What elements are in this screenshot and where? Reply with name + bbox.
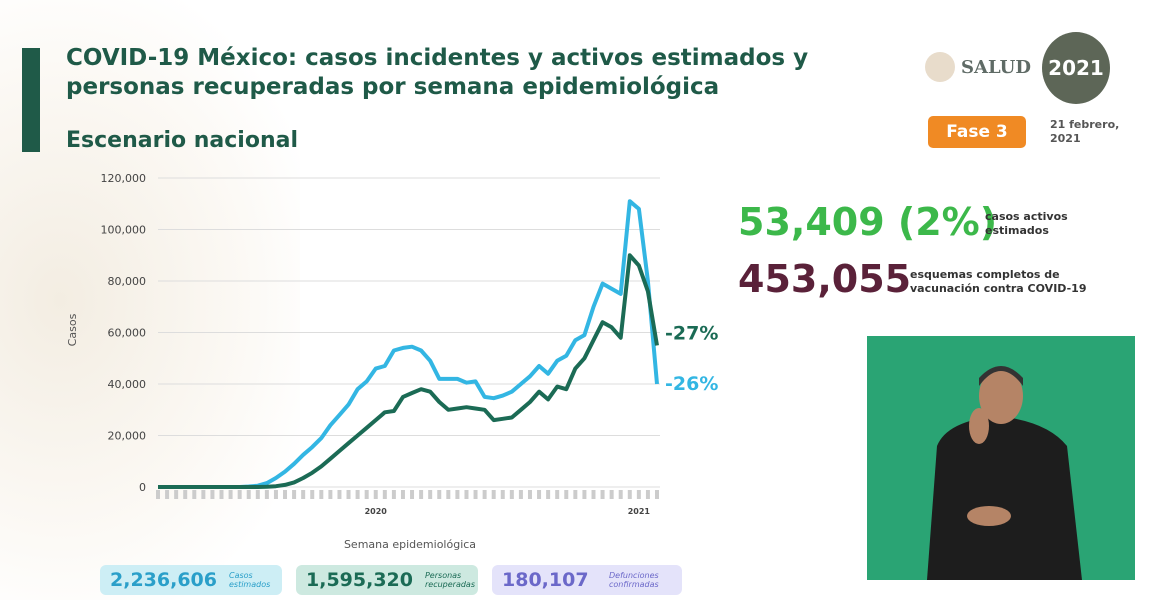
salud-logo: SALUD [925, 52, 1031, 82]
x-axis-title: Semana epidemiológica [344, 538, 476, 551]
card-label: Defunciones confirmadas [609, 571, 659, 589]
title-line-2: personas recuperadas por semana epidemio… [66, 74, 720, 100]
y-axis-title: Casos [66, 313, 79, 346]
seal-icon [925, 52, 955, 82]
y-tick-label: 60,000 [108, 327, 147, 340]
background-pattern [0, 0, 300, 600]
line-chart: 0 20,000 40,000 60,000 80,000 100,000 120,000 2… [66, 172, 718, 551]
y-tick-label: 120,000 [101, 172, 147, 185]
card-value: 2,236,606 [110, 569, 217, 591]
year-2021-logo: 2021 [1042, 32, 1110, 104]
y-tick-label: 20,000 [108, 430, 147, 443]
series-change-label: -26% [665, 373, 718, 395]
card-label: Casos estimados [228, 571, 271, 589]
series-line-0 [158, 199, 659, 489]
series-change-label: -27% [665, 322, 718, 344]
series-line-1 [158, 253, 659, 489]
sign-language-video [867, 336, 1135, 580]
phase-badge: Fase 3 [928, 116, 1026, 148]
active-cases-value: 53,409 (2%) [738, 200, 998, 244]
y-tick-label: 100,000 [101, 224, 147, 237]
x-year-label: 2021 [628, 507, 651, 516]
page-title: COVID-19 México: casos incidentes y acti… [66, 44, 808, 102]
title-line-1: COVID-19 México: casos incidentes y acti… [66, 45, 809, 71]
y-tick-label: 80,000 [108, 275, 147, 288]
interpreter-figure [927, 366, 1082, 580]
card-recovered: 1,595,320 Personas recuperadas [296, 565, 478, 595]
title-accent-bar [22, 48, 40, 152]
x-year-label: 2020 [365, 507, 388, 516]
card-value: 180,107 [502, 569, 589, 591]
y-tick-label: 0 [139, 481, 146, 494]
card-label: Personas recuperadas [424, 571, 476, 589]
y-tick-label: 40,000 [108, 378, 147, 391]
card-value: 1,595,320 [306, 569, 413, 591]
card-estimated-cases: 2,236,606 Casos estimados [100, 565, 282, 595]
date-label: 21 febrero, 2021 [1050, 118, 1120, 145]
logo-year: 2021 [1048, 56, 1104, 80]
active-cases-label: casos activos estimados [985, 210, 1068, 237]
vaccine-value: 453,055 [738, 257, 912, 301]
brand-text: SALUD [961, 56, 1031, 78]
vaccine-label: esquemas completos de vacunación contra … [910, 268, 1087, 295]
subtitle: Escenario nacional [66, 128, 299, 153]
card-deaths: 180,107 Defunciones confirmadas [492, 565, 682, 595]
